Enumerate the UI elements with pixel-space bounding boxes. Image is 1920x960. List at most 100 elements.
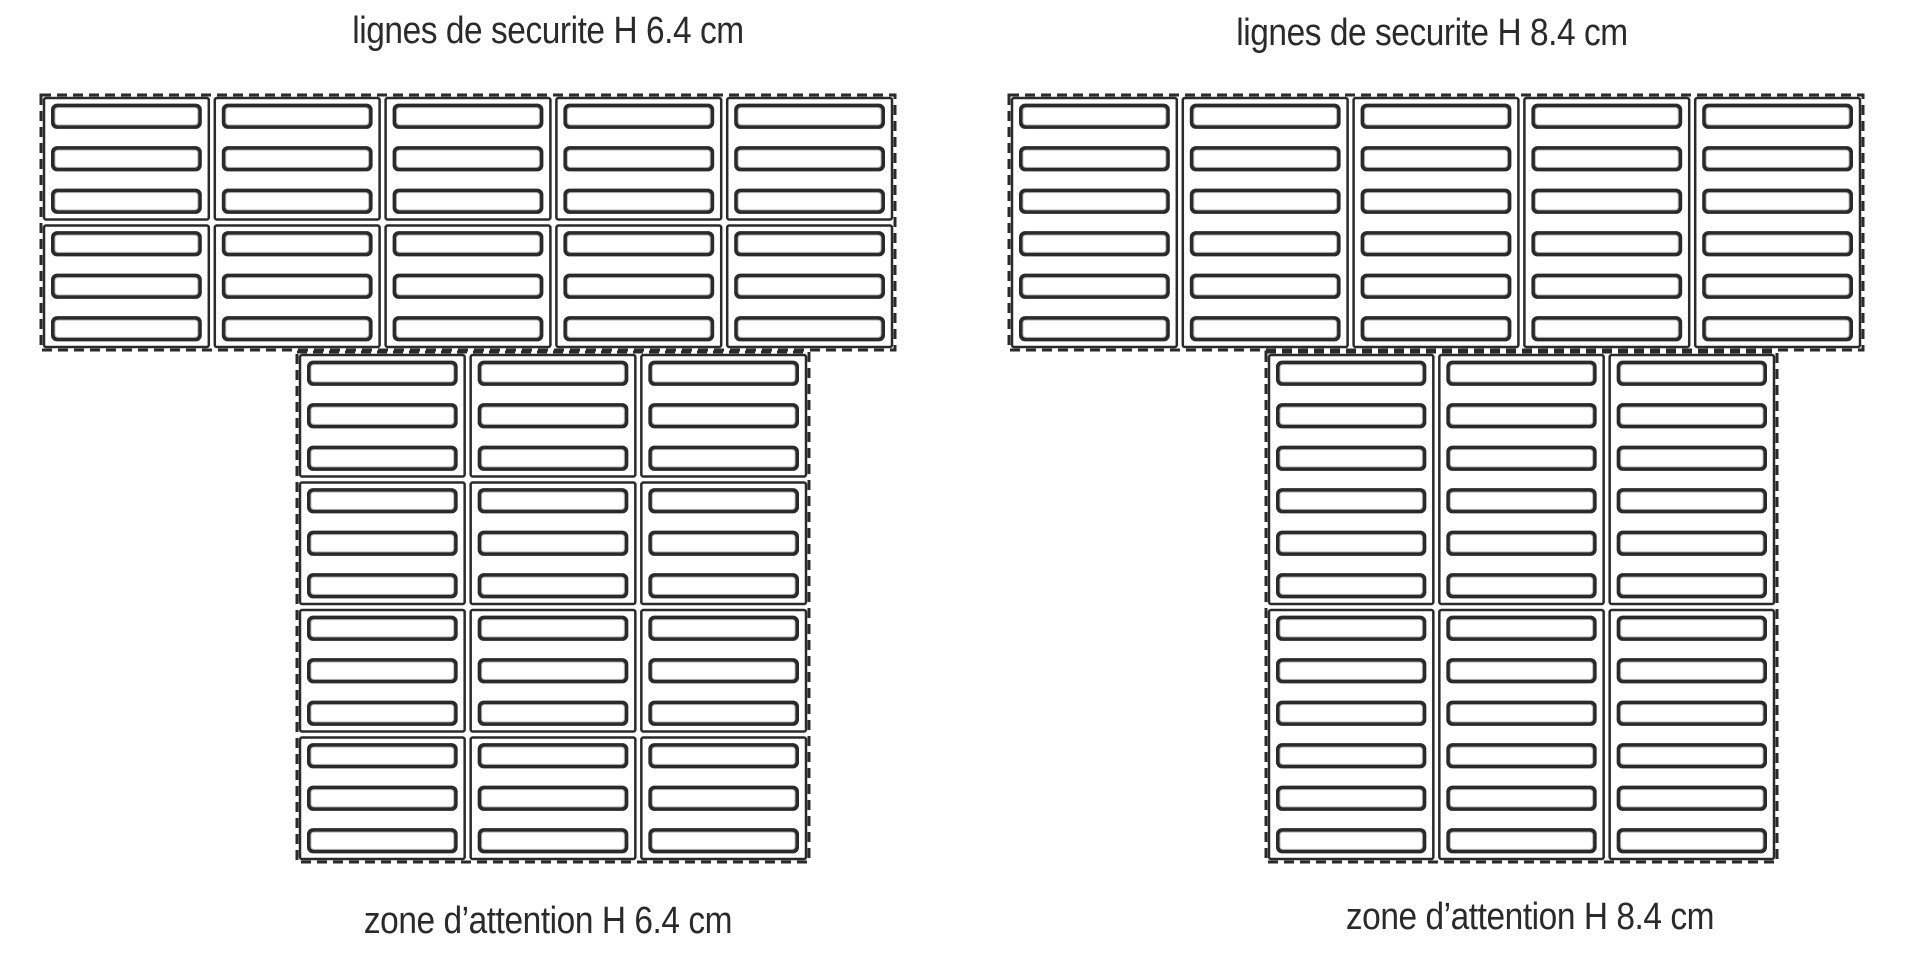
tile-bar xyxy=(1616,700,1767,726)
tile-bar-inner xyxy=(1449,661,1594,680)
tile-bar xyxy=(307,530,458,556)
paving-tile xyxy=(213,96,381,221)
left-safety-lines-block xyxy=(39,93,897,352)
tile-bar xyxy=(1616,360,1767,386)
tile-bar xyxy=(477,658,629,684)
paving-tile xyxy=(1523,96,1691,349)
paving-tile xyxy=(384,96,552,221)
paving-tile xyxy=(725,224,894,349)
tile-bar-inner xyxy=(310,449,455,468)
tile-bar xyxy=(648,573,799,599)
tile-bar xyxy=(51,103,202,129)
tile-bar xyxy=(51,316,202,342)
tile-bar-inner xyxy=(310,746,455,765)
tile-bar-inner xyxy=(396,234,540,253)
tile-bar xyxy=(1360,273,1512,299)
tile-bar-inner xyxy=(1193,319,1338,338)
tile-bar xyxy=(477,488,629,514)
tile-bar-inner xyxy=(737,277,882,296)
tile-bar-inner xyxy=(651,364,796,383)
tile-bar xyxy=(392,188,544,214)
tile-bar xyxy=(221,146,373,172)
tile-bar-inner xyxy=(1364,319,1508,338)
tile-bar-inner xyxy=(651,534,796,553)
tile-bar-inner xyxy=(737,319,882,338)
paving-tile xyxy=(298,481,466,606)
paving-tile xyxy=(1608,353,1776,606)
tile-bar xyxy=(734,188,886,214)
tile-bar-inner xyxy=(1449,364,1594,383)
tile-bar-inner xyxy=(737,192,882,211)
tile-bar xyxy=(221,273,373,299)
tile-bar xyxy=(51,231,202,257)
tile-bar-inner xyxy=(1022,149,1167,168)
tile-bar xyxy=(392,103,544,129)
tile-bar-inner xyxy=(566,319,711,338)
tile-bar-inner xyxy=(1279,789,1423,808)
tile-bar-inner xyxy=(1534,277,1679,296)
tile-bar xyxy=(1360,103,1512,129)
tile-bar-inner xyxy=(1705,234,1850,253)
tile-bar xyxy=(307,743,458,769)
tile-bar xyxy=(51,146,202,172)
tile-bar-inner xyxy=(481,491,625,510)
tile-bar-inner xyxy=(1534,149,1679,168)
tile-bar-inner xyxy=(1022,107,1167,126)
block-dashed-outline xyxy=(1007,93,1865,352)
tile-bar-inner xyxy=(1193,277,1338,296)
tile-bar xyxy=(563,188,715,214)
tile-bar xyxy=(1616,785,1767,811)
tile-bar-inner xyxy=(310,406,455,425)
tile-bar-inner xyxy=(1620,576,1764,595)
tile-bar-inner xyxy=(1449,534,1594,553)
block-dashed-outline xyxy=(295,350,811,864)
tile-outline xyxy=(1608,353,1776,606)
tile-bar-inner xyxy=(566,107,711,126)
paving-tile xyxy=(42,96,211,221)
tile-bar-inner xyxy=(225,277,370,296)
tile-bar-inner xyxy=(566,234,711,253)
tile-bar-inner xyxy=(1022,192,1167,211)
tile-bar xyxy=(1019,273,1170,299)
tile-bar xyxy=(734,146,886,172)
tile-bar-inner xyxy=(566,149,711,168)
tile-bar xyxy=(1531,273,1683,299)
paving-tile xyxy=(298,736,466,861)
tile-outline xyxy=(1267,353,1435,606)
left-title: lignes de securite H 6.4 cm xyxy=(352,10,744,52)
tile-bar xyxy=(477,573,629,599)
tile-bar-inner xyxy=(1449,491,1594,510)
tile-bar-inner xyxy=(1705,107,1850,126)
paving-tile xyxy=(640,481,808,606)
tile-bar-inner xyxy=(481,831,625,850)
tile-bar-inner xyxy=(310,704,455,723)
tile-bar-inner xyxy=(396,277,540,296)
paving-tile xyxy=(469,353,637,478)
tile-bar-inner xyxy=(310,534,455,553)
tile-bar-inner xyxy=(481,534,625,553)
tile-bar xyxy=(1189,103,1341,129)
paving-tile xyxy=(469,736,637,861)
tile-bar xyxy=(648,360,799,386)
tile-bar xyxy=(734,316,886,342)
tile-bar-inner xyxy=(737,149,882,168)
tile-bar-inner xyxy=(651,491,796,510)
tile-bar-inner xyxy=(481,789,625,808)
tile-bar-inner xyxy=(481,364,625,383)
tile-bar-inner xyxy=(396,149,540,168)
tile-outline xyxy=(1693,96,1862,349)
tile-bar xyxy=(1019,231,1170,257)
tile-bar xyxy=(648,403,799,429)
tile-bar-inner xyxy=(1534,319,1679,338)
tile-outline xyxy=(1010,96,1179,349)
tile-bar-inner xyxy=(651,746,796,765)
tile-bar-inner xyxy=(1620,746,1764,765)
tile-bar-inner xyxy=(1449,746,1594,765)
tile-bar-inner xyxy=(310,576,455,595)
tile-bar xyxy=(1189,146,1341,172)
tile-bar-inner xyxy=(1620,534,1764,553)
tile-bar xyxy=(734,231,886,257)
tile-bar-inner xyxy=(310,619,455,638)
tile-bar-inner xyxy=(54,192,199,211)
tile-bar xyxy=(1360,231,1512,257)
